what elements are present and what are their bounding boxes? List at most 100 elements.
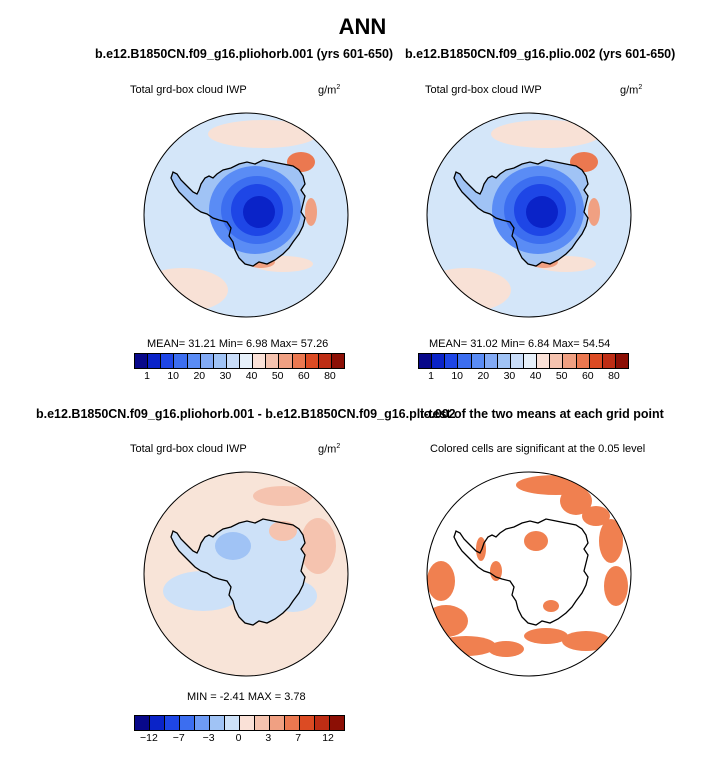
colorbar-swatch bbox=[285, 716, 300, 730]
colorbar-swatch bbox=[445, 354, 459, 368]
colorbar-swatch bbox=[318, 354, 332, 368]
coastline bbox=[170, 159, 306, 267]
colorbar-swatch bbox=[550, 354, 564, 368]
colorbar-tick-label: 12 bbox=[322, 732, 334, 744]
colorbar-swatch bbox=[331, 354, 344, 368]
colorbar-tick-label: 10 bbox=[167, 370, 180, 382]
colorbar-tick-label: 7 bbox=[295, 732, 302, 744]
colorbar-swatch bbox=[195, 716, 210, 730]
colorbar-swatch bbox=[213, 354, 227, 368]
colorbar-swatch bbox=[576, 354, 590, 368]
colorbar-tick-label: 40 bbox=[529, 370, 542, 382]
colorbar-swatch bbox=[484, 354, 498, 368]
warm-patch-north bbox=[491, 120, 601, 148]
continent-core bbox=[526, 196, 558, 228]
map-field bbox=[144, 472, 348, 676]
panel-3-title: b.e12.B1850CN.f09_g16.pliohorb.001 - b.e… bbox=[36, 407, 456, 421]
panel-1-units: g/m2 bbox=[318, 84, 341, 97]
panel-4-title: t-test of the two means at each grid poi… bbox=[420, 407, 664, 421]
pos-anomaly-east bbox=[300, 518, 336, 574]
colorbar-tick-label: −12 bbox=[140, 732, 158, 744]
panel-1-variable: Total grd-box cloud IWP bbox=[130, 84, 247, 96]
colorbar-swatch bbox=[266, 354, 280, 368]
significant-region bbox=[427, 605, 468, 637]
colorbar-swatch bbox=[471, 354, 485, 368]
significant-region bbox=[524, 531, 548, 551]
colorbar-tick-label: 80 bbox=[324, 370, 336, 382]
colorbar-swatch bbox=[300, 716, 315, 730]
significant-region bbox=[604, 566, 628, 606]
colorbar-swatch bbox=[148, 354, 162, 368]
panel-2-colorbar bbox=[418, 353, 629, 369]
colorbar-tick-label: 30 bbox=[219, 370, 232, 382]
colorbar-swatch bbox=[537, 354, 551, 368]
panel-2-units: g/m2 bbox=[620, 84, 643, 97]
panel-2-map bbox=[426, 112, 632, 318]
colorbar-swatch bbox=[150, 716, 165, 730]
colorbar-tick-label: 50 bbox=[555, 370, 568, 382]
colorbar-swatch bbox=[165, 716, 180, 730]
pos-anomaly-coast bbox=[269, 521, 297, 541]
significant-region bbox=[427, 561, 455, 601]
colorbar-swatch bbox=[225, 716, 240, 730]
colorbar-tick-label: 60 bbox=[581, 370, 594, 382]
colorbar-tick-label: 40 bbox=[245, 370, 258, 382]
neg-anomaly-core bbox=[215, 532, 251, 560]
panel-2-stats: MEAN= 31.02 Min= 6.84 Max= 54.54 bbox=[429, 338, 611, 350]
colorbar-swatch bbox=[563, 354, 577, 368]
colorbar-swatch bbox=[615, 354, 628, 368]
warm-patch-southwest bbox=[427, 268, 511, 312]
map-field bbox=[427, 472, 631, 676]
colorbar-tick-label: 20 bbox=[477, 370, 490, 382]
continent-core bbox=[243, 196, 275, 228]
panel-3-variable: Total grd-box cloud IWP bbox=[130, 443, 247, 455]
colorbar-swatch bbox=[226, 354, 240, 368]
panel-4-variable: Colored cells are significant at the 0.0… bbox=[430, 443, 646, 455]
colorbar-tick-label: 20 bbox=[193, 370, 206, 382]
colorbar-tick-label: 3 bbox=[265, 732, 272, 744]
colorbar-swatch bbox=[589, 354, 603, 368]
colorbar-swatch bbox=[315, 716, 330, 730]
significant-region bbox=[476, 537, 486, 561]
colorbar-tick-label: 1 bbox=[144, 370, 150, 382]
coastline bbox=[453, 159, 589, 267]
panel-1-stats: MEAN= 31.21 Min= 6.98 Max= 57.26 bbox=[147, 338, 329, 350]
map-field bbox=[144, 113, 348, 317]
map-border bbox=[143, 112, 349, 318]
panel-2-title: b.e12.B1850CN.f09_g16.plio.002 (yrs 601-… bbox=[405, 47, 676, 61]
significant-region bbox=[599, 519, 623, 563]
panel-3-colorbar bbox=[134, 715, 345, 731]
colorbar-tick-label: 80 bbox=[608, 370, 620, 382]
colorbar-tick-label: 10 bbox=[451, 370, 464, 382]
significant-region bbox=[490, 561, 502, 581]
colorbar-tick-label: 50 bbox=[271, 370, 284, 382]
colorbar-swatch bbox=[510, 354, 524, 368]
colorbar-swatch bbox=[305, 354, 319, 368]
significant-region bbox=[488, 641, 524, 657]
panel-3-units: g/m2 bbox=[318, 443, 341, 456]
colorbar-swatch bbox=[292, 354, 306, 368]
colorbar-swatch bbox=[240, 354, 254, 368]
panel-4-map bbox=[426, 471, 632, 677]
pos-anomaly-north bbox=[253, 486, 313, 506]
panel-3-map bbox=[143, 471, 349, 677]
colorbar-swatch bbox=[432, 354, 446, 368]
significant-region bbox=[560, 487, 592, 515]
colorbar-tick-label: −7 bbox=[172, 732, 185, 744]
colorbar-swatch bbox=[210, 716, 225, 730]
colorbar-swatch bbox=[135, 716, 150, 730]
colorbar-tick-label: −3 bbox=[202, 732, 215, 744]
figure-title: ANN bbox=[338, 14, 387, 39]
significant-region bbox=[562, 631, 610, 651]
hotspot-east-coast-2 bbox=[588, 198, 600, 226]
warm-patch-north bbox=[208, 120, 318, 148]
colorbar-swatch bbox=[330, 716, 344, 730]
panel-2-variable: Total grd-box cloud IWP bbox=[425, 84, 542, 96]
colorbar-swatch bbox=[200, 354, 214, 368]
colorbar-swatch bbox=[180, 716, 195, 730]
panel-1-map bbox=[143, 112, 349, 318]
colorbar-swatch bbox=[240, 716, 255, 730]
significant-region bbox=[582, 506, 610, 526]
map-border bbox=[143, 471, 349, 677]
panel-3-stats: MIN = -2.41 MAX = 3.78 bbox=[187, 691, 306, 703]
